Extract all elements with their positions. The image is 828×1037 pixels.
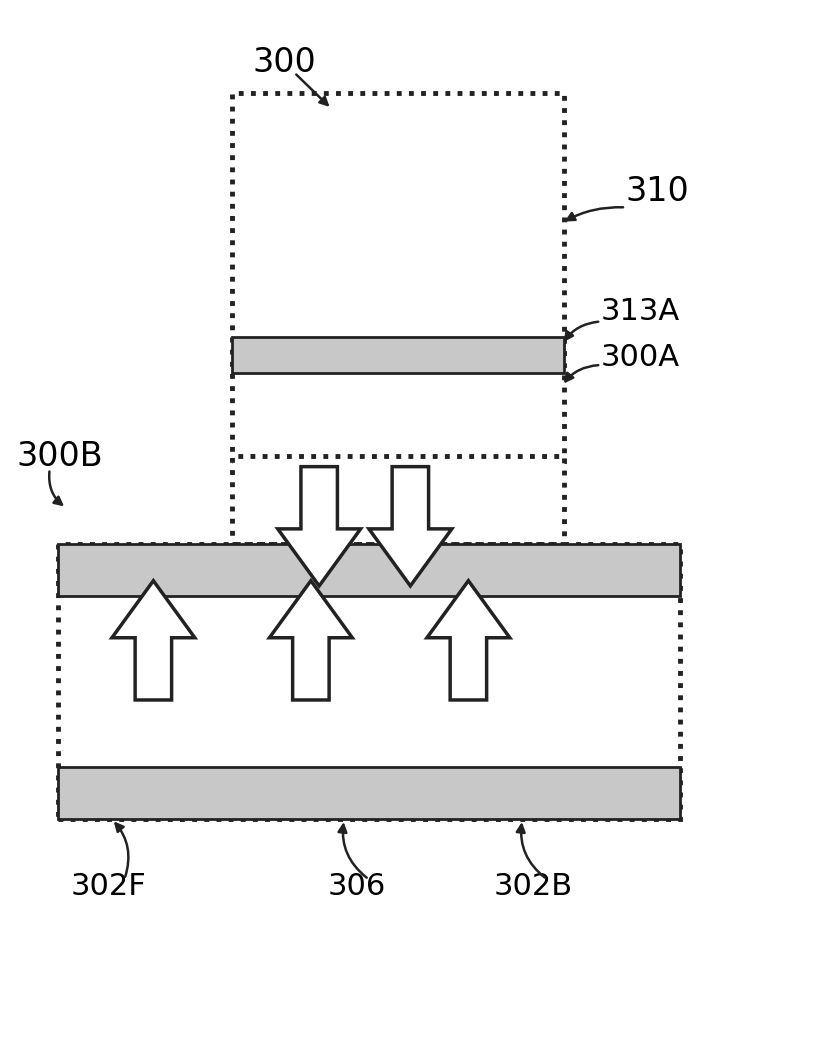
Polygon shape bbox=[426, 581, 509, 700]
Bar bbox=[58, 767, 679, 819]
Text: 300A: 300A bbox=[600, 343, 679, 372]
Bar bbox=[232, 93, 563, 461]
Text: 302B: 302B bbox=[493, 872, 571, 901]
Polygon shape bbox=[277, 467, 360, 586]
Text: 313A: 313A bbox=[600, 297, 680, 326]
Bar bbox=[232, 337, 563, 373]
Text: 310: 310 bbox=[625, 175, 689, 208]
Bar bbox=[232, 456, 563, 544]
Text: 302F: 302F bbox=[70, 872, 146, 901]
Polygon shape bbox=[112, 581, 195, 700]
Bar bbox=[58, 544, 679, 596]
Bar bbox=[58, 544, 679, 819]
Polygon shape bbox=[269, 581, 352, 700]
Polygon shape bbox=[368, 467, 451, 586]
Text: 300B: 300B bbox=[17, 440, 103, 473]
Text: 300: 300 bbox=[253, 46, 316, 79]
Text: 306: 306 bbox=[327, 872, 385, 901]
